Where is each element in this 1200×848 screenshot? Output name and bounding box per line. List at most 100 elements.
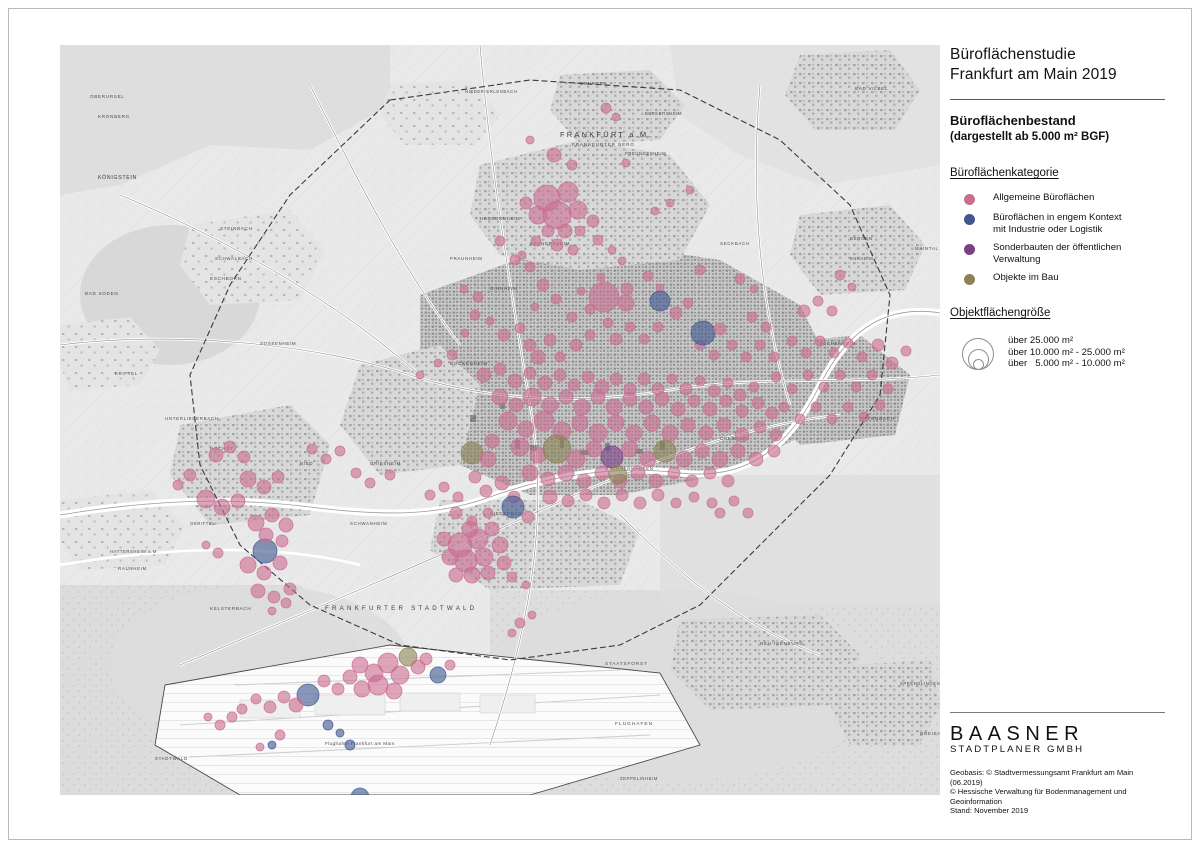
map-marker-general[interactable] [521,580,531,590]
map-marker-general[interactable] [617,294,635,312]
map-marker-general[interactable] [271,470,285,484]
map-marker-industry[interactable] [322,719,334,731]
map-marker-general[interactable] [617,256,627,266]
map-marker-general[interactable] [794,413,806,425]
map-marker-general[interactable] [639,450,657,468]
map-marker-general[interactable] [390,665,410,685]
map-marker-general[interactable] [609,372,623,386]
map-marker-construction[interactable] [398,647,418,667]
map-marker-general[interactable] [665,198,675,208]
map-marker-general[interactable] [484,433,500,449]
map-marker-general[interactable] [706,497,718,509]
map-marker-general[interactable] [364,477,376,489]
map-marker-general[interactable] [650,206,660,216]
map-marker-general[interactable] [642,270,654,282]
map-marker-general[interactable] [497,328,511,342]
map-marker-general[interactable] [237,450,251,464]
map-marker-general[interactable] [702,401,718,417]
map-marker-general[interactable] [566,449,586,469]
map-marker-general[interactable] [523,338,537,352]
map-marker-general[interactable] [850,381,862,393]
map-marker-general[interactable] [342,669,358,685]
map-marker-general[interactable] [530,349,546,365]
map-marker-general[interactable] [384,469,396,481]
map-marker-industry[interactable] [429,666,447,684]
map-marker-general[interactable] [858,411,870,423]
map-marker-general[interactable] [708,349,720,361]
map-marker-general[interactable] [479,450,497,468]
map-marker-general[interactable] [871,338,885,352]
map-marker-general[interactable] [682,297,694,309]
map-marker-general[interactable] [554,351,566,363]
map-marker-general[interactable] [802,369,814,381]
map-marker-general[interactable] [546,147,562,163]
map-marker-general[interactable] [543,333,557,347]
map-marker-general[interactable] [247,514,265,532]
map-marker-general[interactable] [847,282,857,292]
map-marker-general[interactable] [536,278,550,292]
map-marker-general[interactable] [605,398,623,416]
map-marker-general[interactable] [566,311,578,323]
map-marker-general[interactable] [183,468,197,482]
map-marker-general[interactable] [485,316,495,326]
map-marker-general[interactable] [494,475,510,491]
map-marker-general[interactable] [239,556,257,574]
map-marker-general[interactable] [527,610,537,620]
map-marker-general[interactable] [609,332,623,346]
map-marker-general[interactable] [272,555,288,571]
map-marker-construction[interactable] [542,434,572,464]
map-marker-general[interactable] [694,375,706,387]
map-marker-general[interactable] [866,369,878,381]
map-marker-general[interactable] [320,453,332,465]
map-marker-general[interactable] [586,214,600,228]
map-marker-general[interactable] [730,443,746,459]
map-marker-general[interactable] [463,566,481,584]
map-marker-general[interactable] [728,495,740,507]
map-marker-general[interactable] [754,339,766,351]
map-marker-general[interactable] [523,366,537,380]
map-marker-general[interactable] [882,383,894,395]
map-marker-general[interactable] [239,470,257,488]
map-marker-general[interactable] [770,371,782,383]
map-marker-general[interactable] [769,428,783,442]
map-marker-construction[interactable] [653,439,677,463]
map-marker-general[interactable] [498,411,518,431]
map-marker-general[interactable] [419,652,433,666]
map-marker-general[interactable] [469,309,481,321]
map-marker-general[interactable] [621,440,639,458]
map-marker-general[interactable] [424,489,436,501]
map-marker-general[interactable] [491,536,509,554]
map-marker-general[interactable] [196,489,216,509]
map-marker-general[interactable] [331,682,345,696]
map-marker-general[interactable] [607,245,617,255]
map-marker-general[interactable] [834,369,846,381]
map-marker-general[interactable] [446,349,458,361]
map-marker-general[interactable] [541,224,555,238]
map-marker-general[interactable] [597,496,611,510]
map-marker-general[interactable] [353,680,371,698]
map-marker-general[interactable] [900,345,912,357]
map-marker-general[interactable] [818,381,830,393]
map-marker-general[interactable] [711,450,729,468]
map-markers-layer[interactable] [172,102,912,795]
map-canvas[interactable]: FRANKFURT a.M. FRANKFURTER BERG KÖNIGSTEIN… [60,45,940,795]
map-marker-industry[interactable] [335,728,345,738]
map-marker-general[interactable] [226,711,238,723]
map-marker-general[interactable] [585,440,603,458]
map-marker-general[interactable] [735,404,749,418]
map-marker-general[interactable] [250,693,262,705]
map-marker-general[interactable] [448,567,464,583]
map-marker-general[interactable] [685,474,699,488]
map-marker-general[interactable] [592,234,604,246]
map-marker-general[interactable] [588,423,608,443]
map-marker-general[interactable] [765,406,779,420]
map-marker-general[interactable] [734,427,750,443]
map-marker-general[interactable] [652,321,664,333]
map-marker-general[interactable] [521,510,535,524]
map-marker-general[interactable] [814,335,826,347]
map-marker-general[interactable] [748,451,764,467]
map-marker-general[interactable] [274,729,286,741]
map-marker-general[interactable] [506,571,518,583]
map-marker-general[interactable] [842,401,854,413]
map-marker-general[interactable] [212,547,224,559]
